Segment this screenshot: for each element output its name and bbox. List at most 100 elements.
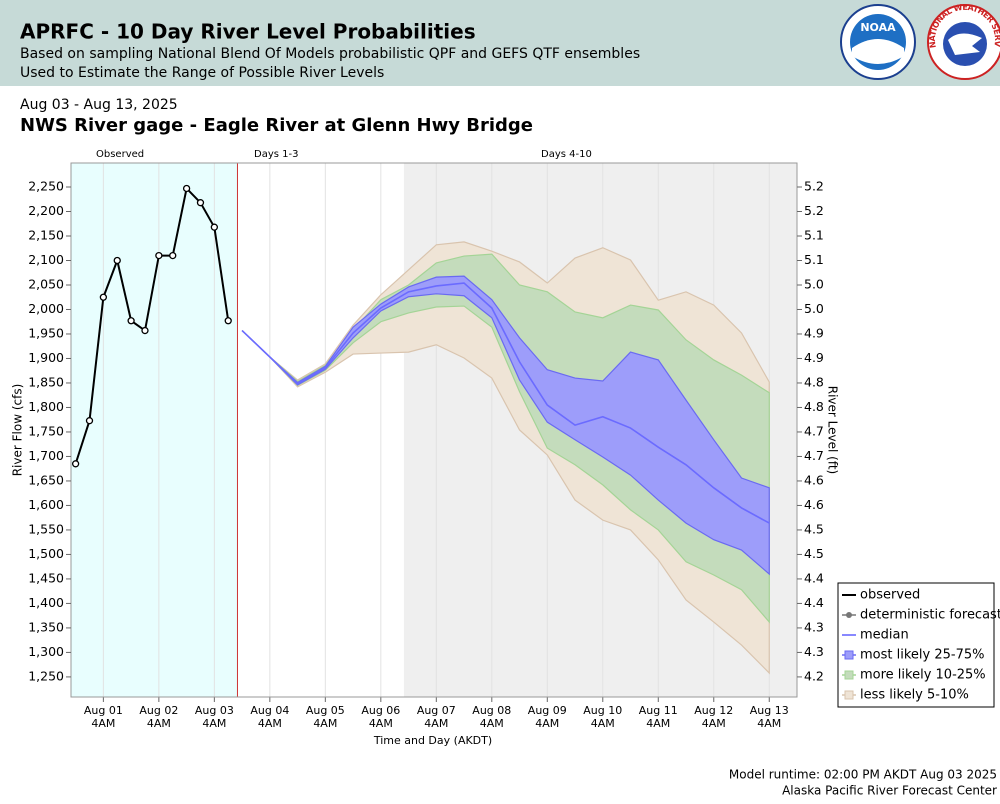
y2-axis-label: River Level (ft) [826,386,840,474]
x-tick-label: Aug 05 [306,704,345,717]
y-tick-label: 1,400 [28,595,64,610]
x-tick-label: 4AM [202,717,226,730]
x-tick-label: 4AM [535,717,559,730]
y2-tick-label: 4.9 [804,350,824,365]
y-tick-label: 2,000 [28,301,64,316]
x-tick-label: 4AM [702,717,726,730]
y-axis-label: River Flow (cfs) [11,384,25,477]
x-tick-label: 4AM [369,717,393,730]
y2-tick-label: 5.0 [804,301,824,316]
y2-tick-label: 5.2 [804,203,824,218]
x-tick-label: Aug 11 [639,704,678,717]
observed-point [99,293,108,301]
observed-point [196,199,205,207]
observed-point [169,251,177,260]
y2-tick-label: 4.3 [804,619,824,634]
y2-tick-label: 4.8 [804,374,824,389]
region-1 [237,163,404,697]
region-label: Observed [96,149,144,160]
legend-swatch [846,612,852,618]
x-tick-label: 4AM [646,717,670,730]
legend-label: observed [860,588,920,603]
y-tick-label: 1,700 [28,448,64,463]
x-tick-label: Aug 02 [139,704,178,717]
x-tick-label: Aug 03 [195,704,234,717]
x-tick-label: Aug 08 [472,704,511,717]
legend-label: less likely 5-10% [860,688,969,703]
y-tick-label: 1,250 [28,668,64,683]
y-tick-label: 1,750 [28,423,64,438]
y-tick-label: 2,100 [28,252,64,267]
y2-tick-label: 4.9 [804,325,824,340]
footer-center: Alaska Pacific River Forecast Center [782,784,997,798]
region-label: Days 4-10 [541,149,592,160]
noaa-logo-text: NOAA [860,21,896,34]
x-tick-label: 4AM [91,717,115,730]
legend-label: deterministic forecast [860,608,1000,623]
y-tick-label: 1,800 [28,399,64,414]
x-tick-label: 4AM [424,717,448,730]
x-tick-label: Aug 04 [250,704,289,717]
x-tick-label: 4AM [480,717,504,730]
legend: observed deterministic forecast median most… [837,582,1000,708]
region-0 [71,163,238,697]
date-range: Aug 03 - Aug 13, 2025 [20,97,178,113]
observed-point [71,460,80,468]
observed-point [155,251,163,260]
y-tick-label: 2,250 [28,179,64,194]
x-tick-label: Aug 07 [417,704,456,717]
y-tick-label: 1,950 [28,325,64,340]
x-tick-label: 4AM [147,717,171,730]
observed-point [113,256,121,265]
y2-tick-label: 4.7 [804,448,824,463]
observed-point [182,184,191,193]
x-tick-label: 4AM [591,717,615,730]
y-tick-label: 1,300 [28,644,64,659]
y2-tick-label: 4.2 [804,668,824,683]
x-axis-label: Time and Day (AKDT) [373,734,492,747]
y-tick-label: 1,550 [28,521,64,536]
y-tick-label: 2,150 [28,227,64,242]
y2-tick-label: 4.6 [804,497,824,512]
x-tick-label: Aug 12 [694,704,733,717]
y2-tick-label: 4.7 [804,423,824,438]
noaa-bird [852,39,904,64]
legend-label: median [860,628,909,643]
y-tick-label: 1,900 [28,350,64,365]
legend-label: most likely 25-75% [860,648,984,663]
legend-label: more likely 10-25% [860,668,986,683]
y2-tick-label: 4.6 [804,472,824,487]
x-tick-label: 4AM [313,717,337,730]
observed-point [210,223,219,231]
y-tick-label: 2,200 [28,203,64,218]
y-tick-label: 1,450 [28,570,64,585]
y2-tick-label: 4.8 [804,399,824,414]
chart-title: NWS River gage - Eagle River at Glenn Hw… [20,115,533,136]
observed-point [141,326,149,335]
x-tick-label: 4AM [258,717,282,730]
observed-point [127,317,135,325]
region-label: Days 1-3 [254,149,298,160]
header-subtitle: Used to Estimate the Range of Possible R… [20,65,384,81]
x-tick-label: Aug 06 [361,704,400,717]
y2-tick-label: 4.4 [804,595,824,610]
y2-tick-label: 4.3 [804,644,824,659]
x-tick-label: 4AM [757,717,781,730]
y-tick-label: 1,600 [28,497,64,512]
y2-tick-label: 5.1 [804,227,824,242]
median-line [241,282,770,524]
x-tick-label: Aug 10 [583,704,622,717]
y2-tick-label: 4.4 [804,570,824,585]
legend-swatch [844,690,854,700]
y2-tick-label: 5.1 [804,252,824,267]
observed-point [85,417,94,425]
y2-tick-label: 5.2 [804,179,824,194]
observed-line [74,186,230,465]
header-title: APRFC - 10 Day River Level Probabilities [20,20,476,44]
legend-swatch [844,670,854,680]
y2-tick-label: 5.0 [804,276,824,291]
header-subtitle: Based on sampling National Blend Of Mode… [20,46,640,62]
